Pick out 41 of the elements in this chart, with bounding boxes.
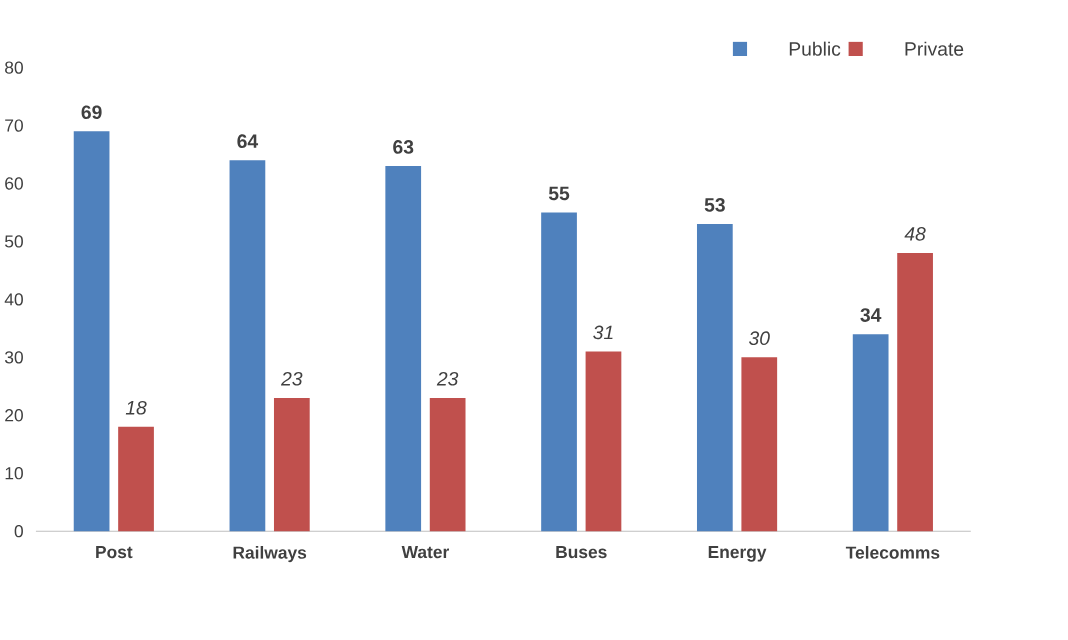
x-tick-label: Telecomms [845, 545, 940, 559]
legend-label: Public [789, 41, 841, 56]
bar [741, 357, 778, 532]
bar [229, 160, 266, 532]
legend-label: Private [905, 41, 964, 56]
x-tick-label: Water [401, 545, 449, 558]
x-tick-label: Buses [556, 545, 607, 558]
data-label: 55 [548, 186, 570, 201]
data-label: 18 [125, 400, 147, 415]
x-tick-label: Energy [708, 545, 767, 562]
data-label: 23 [280, 371, 303, 386]
y-tick-label: 70 [5, 119, 23, 132]
data-label: 69 [81, 105, 102, 119]
y-tick-label: 40 [4, 293, 23, 306]
y-tick-label: 10 [5, 466, 23, 480]
data-label: 23 [436, 371, 459, 386]
bar [585, 351, 622, 532]
bar [118, 426, 154, 532]
x-tick-label: Post [96, 545, 133, 558]
bar [385, 165, 422, 532]
data-label: 48 [904, 226, 926, 241]
bar [429, 397, 466, 532]
bar [73, 131, 110, 532]
bar [852, 334, 889, 532]
data-label: 30 [748, 331, 770, 345]
data-label: 53 [704, 197, 725, 212]
data-label: 31 [593, 325, 613, 340]
y-tick-label: 80 [5, 61, 23, 74]
y-tick-label: 50 [4, 235, 23, 248]
bar [696, 223, 733, 532]
y-tick-label: 0 [14, 524, 23, 538]
y-tick-label: 60 [5, 177, 23, 190]
bar [541, 212, 577, 532]
bar [273, 397, 310, 532]
bar [897, 252, 933, 532]
y-tick-label: 30 [4, 351, 23, 364]
data-label: 63 [393, 139, 414, 154]
data-label: 34 [860, 308, 882, 322]
data-label: 64 [237, 134, 259, 148]
x-tick-label: Railways [233, 545, 307, 563]
y-tick-label: 20 [5, 408, 23, 422]
